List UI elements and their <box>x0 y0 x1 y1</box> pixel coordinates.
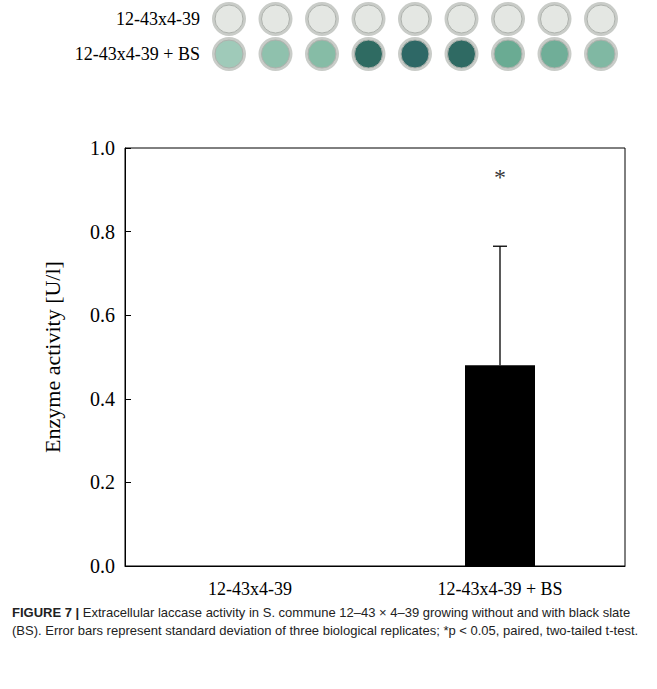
html-text:FIGURE 7 | Extracellular lacca: FIGURE 7 | Extracellular laccase activit… <box>12 605 639 638</box>
svg-text:0.2: 0.2 <box>90 471 115 493</box>
svg-text:0.4: 0.4 <box>90 388 115 410</box>
svg-text:12-43x4-39 + BS: 12-43x4-39 + BS <box>437 579 562 599</box>
svg-text:12-43x4-39 + BS: 12-43x4-39 + BS <box>75 44 200 64</box>
svg-text:0.6: 0.6 <box>90 304 115 326</box>
svg-text:Enzyme activity [U/l]: Enzyme activity [U/l] <box>40 261 65 453</box>
svg-text:12-43x4-39: 12-43x4-39 <box>116 9 200 29</box>
svg-text:*: * <box>494 164 506 190</box>
svg-text:1.0: 1.0 <box>90 137 115 159</box>
svg-text:0.8: 0.8 <box>90 221 115 243</box>
svg-text:12-43x4-39: 12-43x4-39 <box>208 579 292 599</box>
svg-text:0.0: 0.0 <box>90 555 115 577</box>
